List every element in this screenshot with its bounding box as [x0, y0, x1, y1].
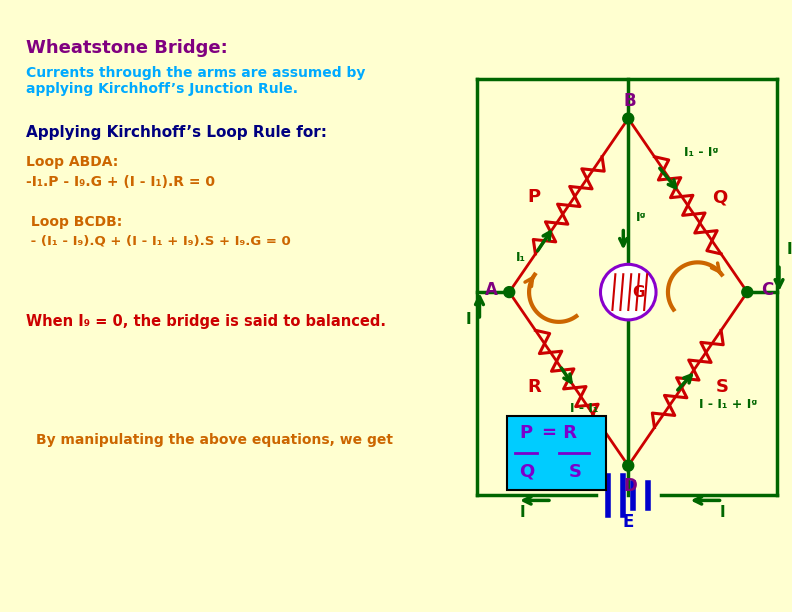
Text: When I₉ = 0, the bridge is said to balanced.: When I₉ = 0, the bridge is said to balan…: [26, 314, 386, 329]
Circle shape: [504, 286, 515, 297]
Text: D: D: [623, 477, 637, 494]
Text: By manipulating the above equations, we get: By manipulating the above equations, we …: [36, 433, 393, 447]
Text: R: R: [527, 378, 541, 396]
Text: I₁: I₁: [516, 251, 526, 264]
Text: Wheatstone Bridge:: Wheatstone Bridge:: [26, 39, 228, 57]
Text: I: I: [787, 242, 792, 258]
Text: I: I: [466, 312, 471, 327]
Circle shape: [742, 286, 752, 297]
Text: I: I: [719, 506, 725, 520]
Text: A: A: [485, 281, 498, 299]
Text: S: S: [569, 463, 582, 480]
Text: - (I₁ - I₉).Q + (I - I₁ + I₉).S + I₉.G = 0: - (I₁ - I₉).Q + (I - I₁ + I₉).S + I₉.G =…: [26, 234, 291, 248]
Text: P: P: [519, 424, 532, 442]
Circle shape: [600, 264, 656, 320]
Text: I₁ - Iᵍ: I₁ - Iᵍ: [683, 146, 718, 159]
Text: Loop BCDB:: Loop BCDB:: [26, 215, 123, 229]
Circle shape: [623, 113, 634, 124]
Text: Q: Q: [519, 463, 535, 480]
Text: Currents through the arms are assumed by
applying Kirchhoff’s Junction Rule.: Currents through the arms are assumed by…: [26, 66, 366, 96]
Text: -I₁.P - I₉.G + (I - I₁).R = 0: -I₁.P - I₉.G + (I - I₁).R = 0: [26, 175, 215, 189]
Text: Q: Q: [712, 188, 727, 206]
Text: P: P: [527, 188, 541, 206]
Text: Applying Kirchhoff’s Loop Rule for:: Applying Kirchhoff’s Loop Rule for:: [26, 125, 327, 141]
Text: I: I: [519, 506, 525, 520]
Text: S: S: [716, 378, 729, 396]
Text: I - I₁ + Iᵍ: I - I₁ + Iᵍ: [699, 398, 757, 411]
Text: Iᵍ: Iᵍ: [636, 211, 647, 224]
Text: I - I₁: I - I₁: [569, 402, 598, 416]
Text: E: E: [623, 513, 634, 531]
Text: G: G: [632, 285, 645, 300]
Text: C: C: [761, 281, 773, 299]
FancyBboxPatch shape: [507, 416, 607, 490]
Circle shape: [623, 460, 634, 471]
Text: = R: = R: [542, 424, 577, 442]
Text: B: B: [624, 92, 637, 110]
Text: Loop ABDA:: Loop ABDA:: [26, 155, 119, 170]
